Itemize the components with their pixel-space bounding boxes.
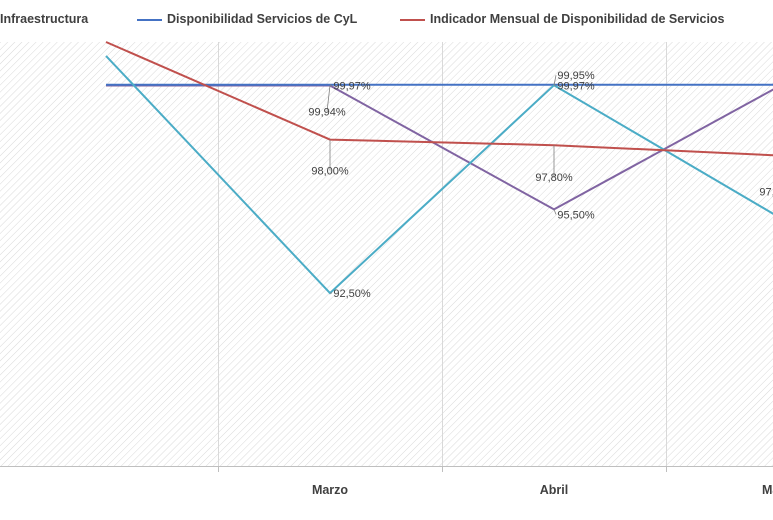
leader-line xyxy=(326,85,331,112)
gridlines xyxy=(218,42,667,466)
legend-label: Indicador Mensual de Disponibilidad de S… xyxy=(430,12,725,26)
x-tick-label: Marzo xyxy=(312,483,348,497)
data-labels: 92,50%99,95%95,24%99,97%99,97%99,97%98,0… xyxy=(308,70,773,300)
leader-line xyxy=(329,84,333,87)
x-tick-label: Mayo xyxy=(762,483,773,497)
data-label: 99,94% xyxy=(308,107,346,119)
legend-swatch xyxy=(137,19,162,21)
legend-label: Infraestructura xyxy=(0,12,89,26)
leader-line xyxy=(553,209,557,215)
data-label: 98,00% xyxy=(311,166,349,178)
x-axis-ticks: Marzo Abril Mayo xyxy=(218,466,773,497)
series-line-3 xyxy=(105,41,773,157)
data-label: 99,95% xyxy=(557,70,595,82)
leader-line xyxy=(553,75,557,86)
data-label: 95,50% xyxy=(557,209,595,221)
data-label: 97,80% xyxy=(535,172,573,184)
data-label: 92,50% xyxy=(333,288,371,300)
data-label: 97,43% xyxy=(759,187,773,199)
legend-label: Disponibilidad Servicios de CyL xyxy=(167,12,358,26)
x-tick-label: Abril xyxy=(540,483,568,497)
legend-swatch xyxy=(400,19,425,21)
data-label: 99,97% xyxy=(333,81,371,93)
plot-area xyxy=(0,42,773,466)
legend: Infraestructura Disponibilidad Servicios… xyxy=(0,0,773,40)
data-label: 99,97% xyxy=(557,81,595,93)
leader-line xyxy=(553,84,557,87)
